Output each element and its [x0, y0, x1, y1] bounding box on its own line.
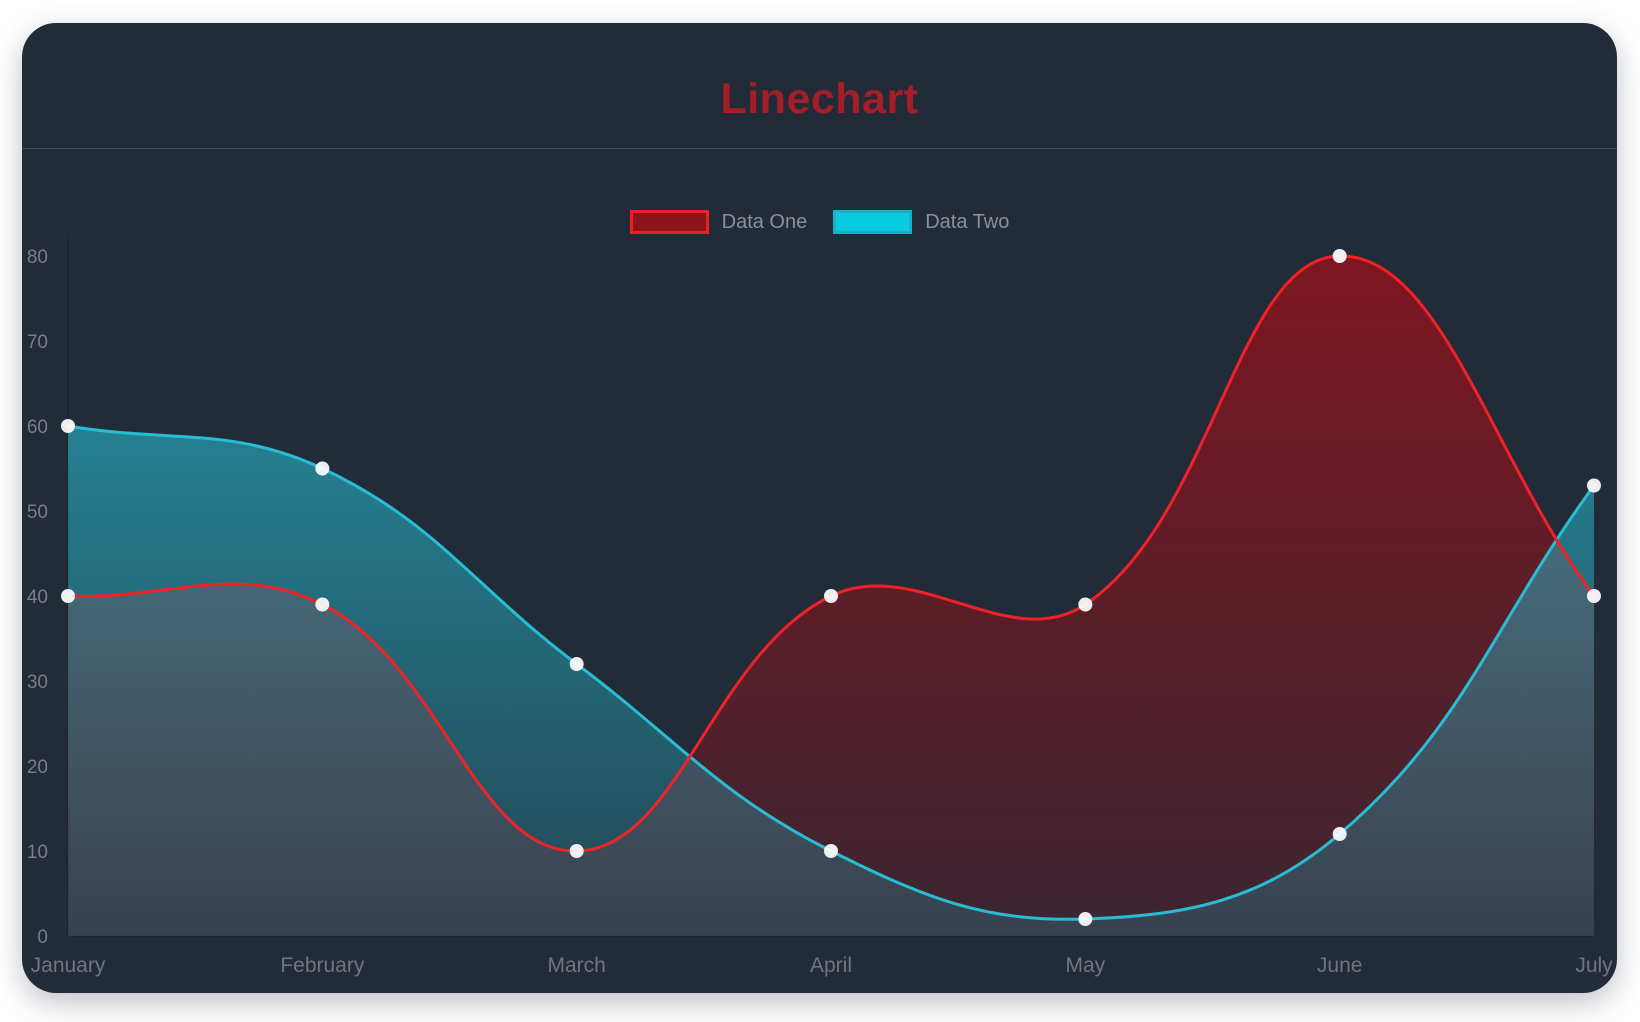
title-divider — [22, 148, 1617, 149]
point-data-one-march[interactable] — [569, 844, 584, 858]
point-data-one-april[interactable] — [823, 589, 838, 603]
y-tick-label-10: 10 — [27, 842, 48, 863]
point-data-one-february[interactable] — [315, 597, 330, 612]
point-data-one-june[interactable] — [1332, 249, 1347, 263]
point-data-two-january[interactable] — [61, 419, 75, 433]
y-tick-label-60: 60 — [27, 417, 48, 438]
point-data-two-july[interactable] — [1586, 478, 1601, 493]
x-tick-label-may: May — [1065, 954, 1105, 977]
legend-item-data-one[interactable]: Data One — [629, 210, 808, 234]
data-two-swatch-icon — [833, 210, 913, 234]
legend-label-data-two: Data Two — [925, 210, 1010, 233]
x-tick-label-april: April — [810, 954, 852, 977]
area-data-two — [68, 426, 1594, 936]
y-tick-label-80: 80 — [27, 247, 48, 268]
point-data-two-february[interactable] — [315, 461, 330, 476]
x-tick-label-july: July — [1575, 954, 1613, 977]
y-tick-label-70: 70 — [27, 332, 48, 353]
point-data-one-january[interactable] — [61, 589, 75, 603]
point-data-two-may[interactable] — [1078, 912, 1093, 926]
x-tick-label-june: June — [1317, 954, 1363, 977]
x-tick-label-february: February — [280, 954, 365, 977]
line-chart-canvas[interactable]: 0 10 20 30 40 50 60 70 80 January February March Apr… — [22, 23, 1617, 993]
chart-legend: Data One Data Two — [22, 210, 1617, 234]
point-data-two-april[interactable] — [823, 844, 838, 858]
chart-card: Linechart Data One Data Two 0 10 20 30 40 50 6… — [22, 23, 1617, 993]
point-data-one-july[interactable] — [1586, 589, 1601, 603]
chart-title: Linechart — [720, 75, 919, 123]
y-tick-label-50: 50 — [27, 502, 48, 523]
data-one-swatch-icon — [629, 210, 709, 234]
line-data-one — [66, 254, 1596, 853]
point-data-two-march[interactable] — [569, 657, 584, 671]
point-data-two-june[interactable] — [1332, 827, 1347, 841]
x-tick-label-march: March — [547, 954, 605, 977]
point-data-one-may[interactable] — [1078, 597, 1093, 612]
y-tick-label-40: 40 — [27, 587, 48, 608]
legend-item-data-two[interactable]: Data Two — [833, 210, 1009, 234]
y-tick-label-30: 30 — [27, 672, 48, 693]
y-tick-label-20: 20 — [27, 757, 48, 778]
y-tick-label-0: 0 — [37, 927, 48, 948]
x-tick-label-january: January — [31, 954, 106, 977]
legend-label-data-one: Data One — [721, 210, 808, 233]
